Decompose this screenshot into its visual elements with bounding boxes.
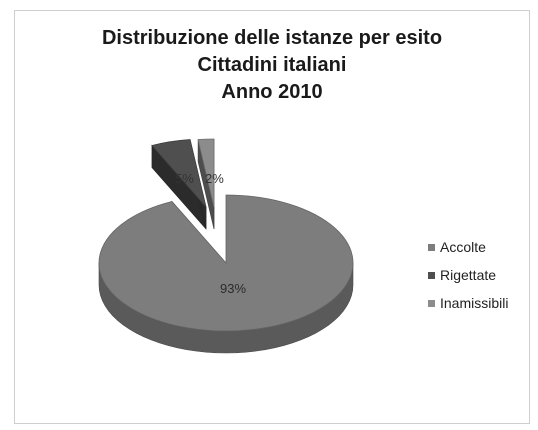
chart-title-line-2: Cittadini italiani [197,54,347,76]
legend-item-inamissibili: Inamissibili [428,289,508,317]
data-label-accolte: 93% [220,281,246,296]
chart-title-line-1: Distribuzione delle istanze per esito [101,27,443,49]
legend-label-rigettate: Rigettate [440,267,497,283]
chart-frame: Distribuzione delle istanze per esito Ci… [14,10,530,424]
chart-title-line-3: Anno 2010 [221,81,323,103]
data-label-rigettate: 5% [175,171,194,186]
pie-slice-accolte [98,194,354,332]
pie-slice-rigettate [151,139,207,208]
legend-swatch-accolte [428,243,435,251]
legend-swatch-rigettate [428,271,435,279]
pie-chart: 93% 5% 2% [98,138,354,354]
legend-item-accolte: Accolte [428,233,508,261]
chart-title: Distribuzione delle istanze per esito Ci… [15,25,529,106]
legend-label-accolte: Accolte [440,239,486,255]
chart-legend: Accolte Rigettate Inamissibili [428,233,508,317]
legend-swatch-inamissibili [428,299,435,307]
pie-slice-inamissibili [197,138,215,208]
legend-label-inamissibili: Inamissibili [440,295,509,311]
data-label-inamissibili: 2% [205,171,224,186]
legend-item-rigettate: Rigettate [428,261,508,289]
